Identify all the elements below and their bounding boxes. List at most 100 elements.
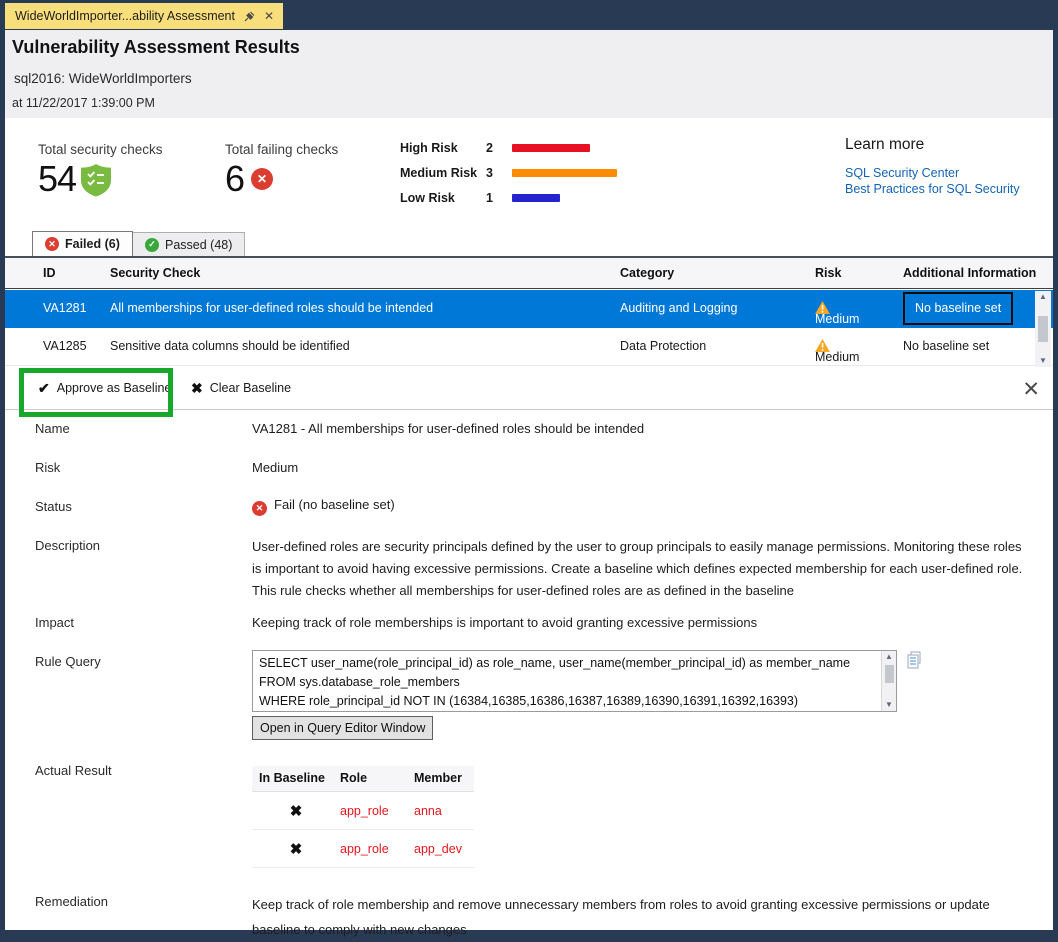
learn-more-title: Learn more: [845, 136, 925, 153]
scroll-thumb[interactable]: [1038, 316, 1048, 342]
remediation-label: Remediation: [35, 894, 108, 909]
copy-icon[interactable]: [906, 651, 923, 670]
rule-query-label: Rule Query: [35, 654, 101, 669]
document-tab-strip: WideWorldImporter...ability Assessment ✕: [0, 0, 1058, 30]
document-tab-label: WideWorldImporter...ability Assessment: [15, 9, 235, 23]
table-row-va1285[interactable]: VA1285 Sensitive data columns should be …: [5, 328, 1053, 366]
role-value: app_role: [340, 841, 389, 856]
passed-tab-label: Passed (48): [165, 237, 233, 252]
link-best-practices[interactable]: Best Practices for SQL Security: [845, 182, 1020, 196]
page-title: Vulnerability Assessment Results: [12, 37, 300, 57]
grid-header: ID Security Check Category Risk Addition…: [5, 258, 1053, 289]
medium-risk-bar: [512, 169, 617, 177]
baseline-toolbar: ✔ Approve as Baseline ✖ Clear Baseline ✕: [5, 372, 1053, 410]
col-category[interactable]: Category: [620, 266, 675, 280]
cell-risk: Medium: [815, 339, 859, 364]
impact-value: Keeping track of role memberships is imp…: [252, 615, 758, 630]
shield-checklist-icon: [80, 163, 112, 197]
col-id[interactable]: ID: [43, 266, 56, 280]
table-row-va1281[interactable]: VA1281 All memberships for user-defined …: [5, 290, 1053, 328]
cell-category: Data Protection: [620, 339, 707, 353]
member-value: app_dev: [414, 841, 462, 856]
col-in-baseline: In Baseline: [259, 771, 325, 785]
check-icon: ✔: [38, 380, 50, 396]
total-checks-label: Total security checks: [38, 142, 163, 157]
tab-failed[interactable]: ✕ Failed (6): [32, 231, 133, 256]
scroll-down-icon[interactable]: ▼: [885, 700, 893, 709]
col-security-check[interactable]: Security Check: [110, 266, 201, 280]
col-risk[interactable]: Risk: [815, 266, 842, 280]
actual-result-header: In Baseline Role Member: [252, 766, 474, 792]
tab-underline: [5, 256, 1053, 258]
warning-triangle-icon: [815, 339, 830, 352]
status-value-row: ✕ Fail (no baseline set): [252, 497, 395, 516]
query-scrollbar[interactable]: ▲ ▼: [881, 651, 896, 711]
status-label: Status: [35, 499, 72, 514]
role-value: app_role: [340, 803, 389, 818]
member-value: anna: [414, 803, 442, 818]
scroll-up-icon[interactable]: ▲: [1039, 292, 1047, 301]
cell-category: Auditing and Logging: [620, 301, 738, 315]
scroll-thumb[interactable]: [884, 665, 894, 683]
table-row: ✖ app_role anna: [252, 792, 474, 830]
cell-security-check: Sensitive data columns should be identif…: [110, 339, 350, 353]
cell-id: VA1281: [43, 301, 87, 315]
cell-security-check: All memberships for user-defined roles s…: [110, 301, 434, 315]
rule-query-text: SELECT user_name(role_principal_id) as r…: [259, 656, 851, 708]
clear-baseline-label: Clear Baseline: [209, 381, 292, 395]
table-row: ✖ app_role app_dev: [252, 830, 474, 868]
failed-tab-icon: ✕: [45, 237, 59, 251]
failed-tab-label: Failed (6): [65, 237, 120, 251]
not-in-baseline-icon: ✖: [289, 802, 303, 820]
scroll-down-icon[interactable]: ▼: [1039, 356, 1047, 365]
impact-label: Impact: [35, 615, 75, 630]
passed-tab-icon: ✓: [145, 237, 159, 252]
low-risk-label: Low Risk: [400, 191, 455, 205]
risk-label: Risk: [35, 460, 61, 475]
col-member: Member: [414, 771, 462, 785]
col-additional-info[interactable]: Additional Information: [903, 266, 1037, 280]
results-header: Vulnerability Assessment Results sql2016…: [5, 30, 1053, 118]
total-checks-value: 54: [38, 158, 77, 199]
link-sql-security-center[interactable]: SQL Security Center: [845, 166, 960, 180]
server-database-label: sql2016: WideWorldImporters: [14, 71, 192, 86]
cell-additional-info: No baseline set: [903, 339, 990, 353]
open-query-editor-button[interactable]: Open in Query Editor Window: [252, 716, 434, 740]
failing-checks-label: Total failing checks: [225, 142, 339, 157]
clear-baseline-button[interactable]: ✖ Clear Baseline: [191, 381, 291, 395]
description-value: User-defined roles are security principa…: [252, 539, 1023, 598]
fail-status-icon: ✕: [252, 501, 267, 516]
risk-value: Medium: [252, 460, 299, 475]
warning-triangle-icon: [815, 301, 830, 314]
high-risk-count: 2: [486, 141, 493, 155]
grid-scrollbar[interactable]: ▲ ▼: [1035, 291, 1051, 367]
scan-timestamp: at 11/22/2017 1:39:00 PM: [12, 96, 155, 110]
scroll-up-icon[interactable]: ▲: [885, 652, 893, 661]
pin-icon[interactable]: [244, 11, 255, 22]
actual-result-table: In Baseline Role Member ✖ app_role anna …: [252, 766, 474, 868]
rule-query-box[interactable]: SELECT user_name(role_principal_id) as r…: [252, 650, 897, 712]
cell-risk: Medium: [815, 301, 859, 326]
document-tab[interactable]: WideWorldImporter...ability Assessment ✕: [5, 3, 284, 29]
name-value: VA1281 - All memberships for user-define…: [252, 421, 645, 436]
tab-passed[interactable]: ✓ Passed (48): [132, 232, 246, 257]
failing-checks-value: 6: [225, 158, 245, 199]
approve-as-baseline-button[interactable]: ✔ Approve as Baseline: [38, 381, 171, 395]
description-label: Description: [35, 538, 101, 553]
cell-id: VA1285: [43, 339, 87, 353]
failing-checks-value-row: 6 ✕: [225, 158, 274, 199]
details-close-icon[interactable]: ✕: [1022, 378, 1040, 401]
total-checks-value-row: 54: [38, 161, 112, 197]
high-risk-label: High Risk: [400, 141, 458, 155]
legend-row-low: Low Risk 1: [400, 188, 560, 208]
close-icon[interactable]: ✕: [263, 9, 275, 23]
approve-as-baseline-label: Approve as Baseline: [56, 381, 172, 395]
remediation-value: Keep track of role membership and remove…: [252, 897, 990, 937]
cell-additional-info[interactable]: No baseline set: [903, 292, 1014, 325]
details-pane: Name VA1281 - All memberships for user-d…: [5, 410, 1053, 937]
low-risk-count: 1: [486, 191, 493, 205]
name-label: Name: [35, 421, 70, 436]
high-risk-bar: [512, 144, 590, 152]
medium-risk-label: Medium Risk: [400, 166, 478, 180]
status-value: Fail (no baseline set): [274, 497, 395, 512]
